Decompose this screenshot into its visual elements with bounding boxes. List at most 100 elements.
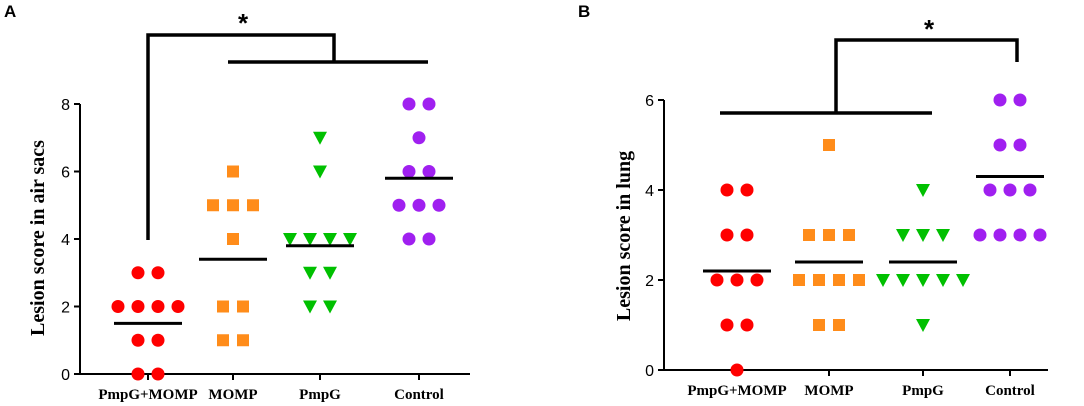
panel-b-data-point [936,274,950,287]
panel-a-y-tick-label: 0 [61,367,70,384]
panel-b-data-point [916,229,930,242]
panel-b-significance-bracket [834,38,1019,113]
panel-a-data-point [227,233,239,245]
panel-b-data-point [823,229,835,241]
panel-a-data-point [237,334,249,347]
panel-a-data-point [151,333,165,347]
panel-b-data-point [936,229,950,242]
panel-b-data-point [740,228,754,242]
panel-b-label: B [578,2,590,21]
panel-b-y-tick-label: 6 [645,93,654,110]
panel-a-data-point [323,266,337,280]
panel-a-significance-bracket [146,33,336,240]
panel-a-data-point [131,367,145,381]
panel-b-data-point [833,274,845,286]
panel-a-y-axis-title: Lesion score in air sacs [27,140,49,336]
panel-b-data-point [793,274,805,286]
panel-b-category-label: PmpG+MOMP [687,383,786,399]
panel-a-data-point [247,199,259,212]
panel-a-data-point [227,199,239,212]
panel-a-y-tick-label: 6 [61,165,70,182]
panel-a-data-point [432,198,446,212]
panel-a-data-point [422,97,436,111]
panel-a-y-tick-label: 2 [61,300,70,317]
panel-b-data-point [896,274,910,287]
panel-a-data-point [151,300,165,313]
panel-a: A Lesion score in air sacs * 0 2 4 6 8 PmpG+M… [4,2,470,403]
panel-b-data-point [843,229,855,241]
panel-b-data-point [833,319,845,331]
panel-b-category-label: MOMP [804,383,853,399]
panel-a-label: A [4,2,16,21]
panel-a-data-point [412,131,426,145]
panel-a-y-tick-label: 8 [61,97,70,114]
panel-a-data-point [227,165,239,178]
panel-a-data-point [207,199,219,212]
panel-a-data-point [392,198,406,212]
panel-a-data-point [303,233,317,246]
panel-a-data-point [217,300,229,313]
panel-a-data-point [323,233,337,246]
panel-a-data-point [313,165,327,179]
panel-a-data-point [131,266,145,280]
panel-a-data-point [422,165,436,178]
panel-b-data-point [1003,183,1017,197]
panel-a-data-point [303,300,317,314]
panel-a-category-label: PmpG [299,387,341,403]
panel-a-data-point [237,300,249,313]
panel-a-data-point [151,367,165,381]
panel-a-data-point [402,165,416,178]
panel-b-data-point [916,274,930,287]
panel-b-data-point [1013,93,1027,107]
panel-b-category-label: Control [985,383,1035,399]
panel-b-data-point [823,139,835,151]
panel-a-data-point [402,232,416,246]
panel-b-data-point [750,273,764,287]
panel-b-data-point [730,363,744,377]
panel-b: B Lesion score in lung * 0 2 4 6 PmpG+MOMP MO… [578,2,1048,399]
panel-b-data-point [1023,183,1037,197]
panel-a-data-point [151,266,165,280]
panel-b-data-point [740,318,754,332]
panel-b-data-point [973,228,987,242]
panel-b-data-point [803,229,815,241]
panel-a-data-point [171,300,185,313]
panel-b-data-point [916,319,930,332]
panel-a-significance-star: * [238,8,249,38]
panel-a-y-tick-label: 4 [61,232,70,249]
panel-a-data-point [131,300,145,313]
panel-b-data-point [1013,228,1027,242]
panel-a-data-point [111,300,125,313]
panel-b-data-point [1033,228,1047,242]
panel-a-data-point [313,131,327,145]
panel-b-data-point [720,228,734,242]
panel-a-data-point [402,97,416,111]
panel-a-data-point [283,233,297,246]
panel-a-category-label: PmpG+MOMP [98,387,197,403]
panel-b-data-point [813,319,825,331]
panel-a-data-point [343,233,357,246]
panel-b-data-point [720,183,734,197]
panel-b-category-label: PmpG [902,383,944,399]
panel-b-data-point [730,273,744,287]
panel-b-data-point [916,184,930,197]
panel-b-data-point [993,138,1007,152]
panel-b-y-tick-label: 2 [645,273,654,290]
panel-b-data-point [896,229,910,242]
panel-b-data-point [740,183,754,197]
panel-b-data-point [876,274,890,287]
panel-a-data-point [131,333,145,347]
panel-b-y-axis-title: Lesion score in lung [613,151,635,321]
panel-b-data-point [993,93,1007,107]
panel-a-data-point [217,334,229,347]
panel-b-data-point [956,274,970,287]
panel-a-data-point [323,300,337,314]
panel-b-data-point [983,183,997,197]
panel-a-data-point [303,266,317,280]
panel-b-y-tick-label: 0 [645,363,654,380]
panel-a-category-label: Control [394,387,444,403]
panel-b-data-point [853,274,865,286]
panel-a-category-label: MOMP [208,387,257,403]
panel-b-data-point [993,228,1007,242]
